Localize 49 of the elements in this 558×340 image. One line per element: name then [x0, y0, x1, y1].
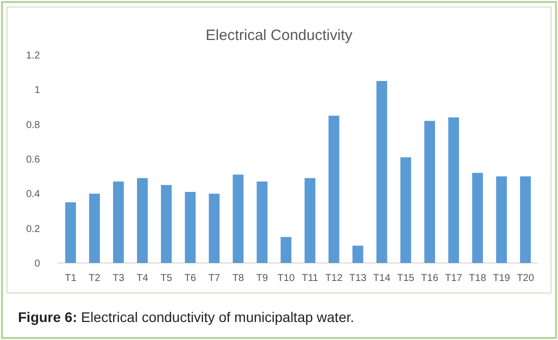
bar: [304, 178, 316, 263]
bar: [113, 182, 124, 263]
y-tick-label: 0.2: [26, 224, 40, 235]
bar: [280, 237, 292, 263]
y-tick-label: 0.4: [26, 189, 40, 200]
y-tick-label: 0.8: [26, 120, 40, 131]
bar: [89, 194, 100, 263]
x-tick-label: T18: [468, 273, 487, 284]
x-tick-label: T8: [232, 273, 244, 284]
bar: [448, 117, 459, 263]
x-tick-label: T13: [349, 273, 367, 284]
bar: [137, 178, 148, 263]
x-tick-label: T5: [160, 273, 173, 284]
caption: Figure 6: Electrical conductivity of municipaltap water.: [18, 309, 354, 325]
x-tick-label: T15: [397, 273, 415, 284]
x-tick-label: T10: [277, 273, 296, 284]
x-tick-label: T14: [373, 273, 391, 284]
y-tick-label: 1: [34, 85, 40, 96]
bar: [232, 174, 244, 263]
bar: [208, 194, 220, 263]
x-tick-label: T17: [444, 273, 463, 284]
x-tick-label: T2: [88, 273, 101, 284]
chart-title: Electrical Conductivity: [206, 27, 353, 44]
x-tick-label: T6: [184, 273, 197, 284]
x-tick-label: T3: [112, 273, 125, 284]
bar: [400, 157, 412, 263]
x-tick-label: T19: [492, 273, 511, 284]
x-tick-label: T12: [325, 273, 343, 284]
bar: [496, 176, 507, 263]
bar: [472, 172, 483, 263]
x-tick-label: T1: [64, 273, 77, 284]
bar: [328, 116, 340, 263]
bar: [424, 120, 436, 263]
bar: [376, 81, 388, 263]
y-tick-label: 1.2: [26, 50, 40, 62]
x-tick-label: T4: [136, 273, 149, 284]
x-tick-label: T20: [516, 273, 534, 284]
y-tick-label: 0: [34, 258, 40, 270]
x-tick-label: T11: [302, 273, 319, 284]
bar: [352, 246, 364, 263]
x-tick-label: T16: [421, 273, 439, 284]
bar: [256, 182, 268, 263]
x-tick-label: T9: [256, 273, 268, 284]
bar: [65, 202, 76, 263]
bar: [160, 185, 172, 263]
y-tick-label: 0.6: [26, 154, 40, 166]
x-tick-label: T7: [208, 273, 220, 284]
bar: [184, 192, 196, 263]
bar: [520, 176, 531, 263]
